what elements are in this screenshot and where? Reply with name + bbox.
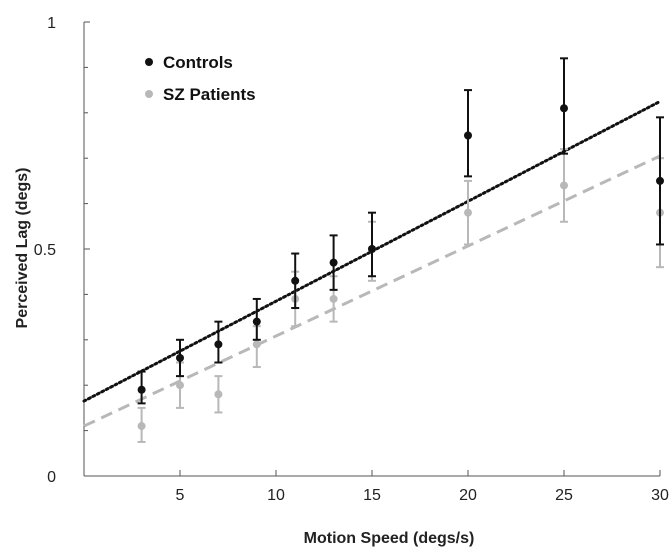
- legend: Controls SZ Patients: [145, 53, 256, 104]
- y-tick-label: 0.5: [34, 242, 56, 259]
- sz-point: [560, 181, 568, 190]
- sz-fit-line: [83, 154, 661, 428]
- x-tick-label: 30: [651, 487, 669, 504]
- y-tick-label: 1: [47, 15, 56, 32]
- x-tick-label: 10: [267, 487, 285, 504]
- controls-point: [214, 340, 223, 349]
- controls-legend-marker: [145, 58, 153, 66]
- sz-point: [214, 390, 223, 399]
- data-marks: [137, 57, 664, 443]
- y-axis-label: Perceived Lag (degs): [14, 168, 31, 329]
- controls-point: [176, 353, 184, 362]
- controls-point: [368, 245, 376, 253]
- controls-point: [329, 258, 338, 267]
- controls-point: [137, 385, 146, 394]
- axes: 5 10 15 20 25 30 0 0.5 1: [34, 15, 669, 504]
- controls-point: [291, 276, 300, 285]
- controls-legend-label: Controls: [163, 53, 233, 72]
- x-tick-label: 15: [363, 487, 381, 504]
- x-tick-label: 25: [555, 487, 573, 504]
- y-tick-label: 0: [47, 469, 56, 486]
- sz-point: [464, 208, 472, 217]
- x-axis-label: Motion Speed (degs/s): [304, 530, 475, 547]
- controls-point: [252, 317, 261, 326]
- sz-point: [137, 422, 146, 431]
- sz-point: [176, 381, 184, 390]
- x-tick-label: 20: [459, 487, 477, 504]
- controls-point: [656, 176, 664, 185]
- sz-point: [252, 340, 261, 349]
- x-tick-label: 5: [176, 487, 185, 504]
- controls-point: [560, 104, 568, 113]
- sz-legend-marker: [145, 90, 153, 98]
- sz-legend-label: SZ Patients: [163, 85, 256, 104]
- controls-point: [464, 131, 472, 140]
- sz-point: [329, 294, 338, 303]
